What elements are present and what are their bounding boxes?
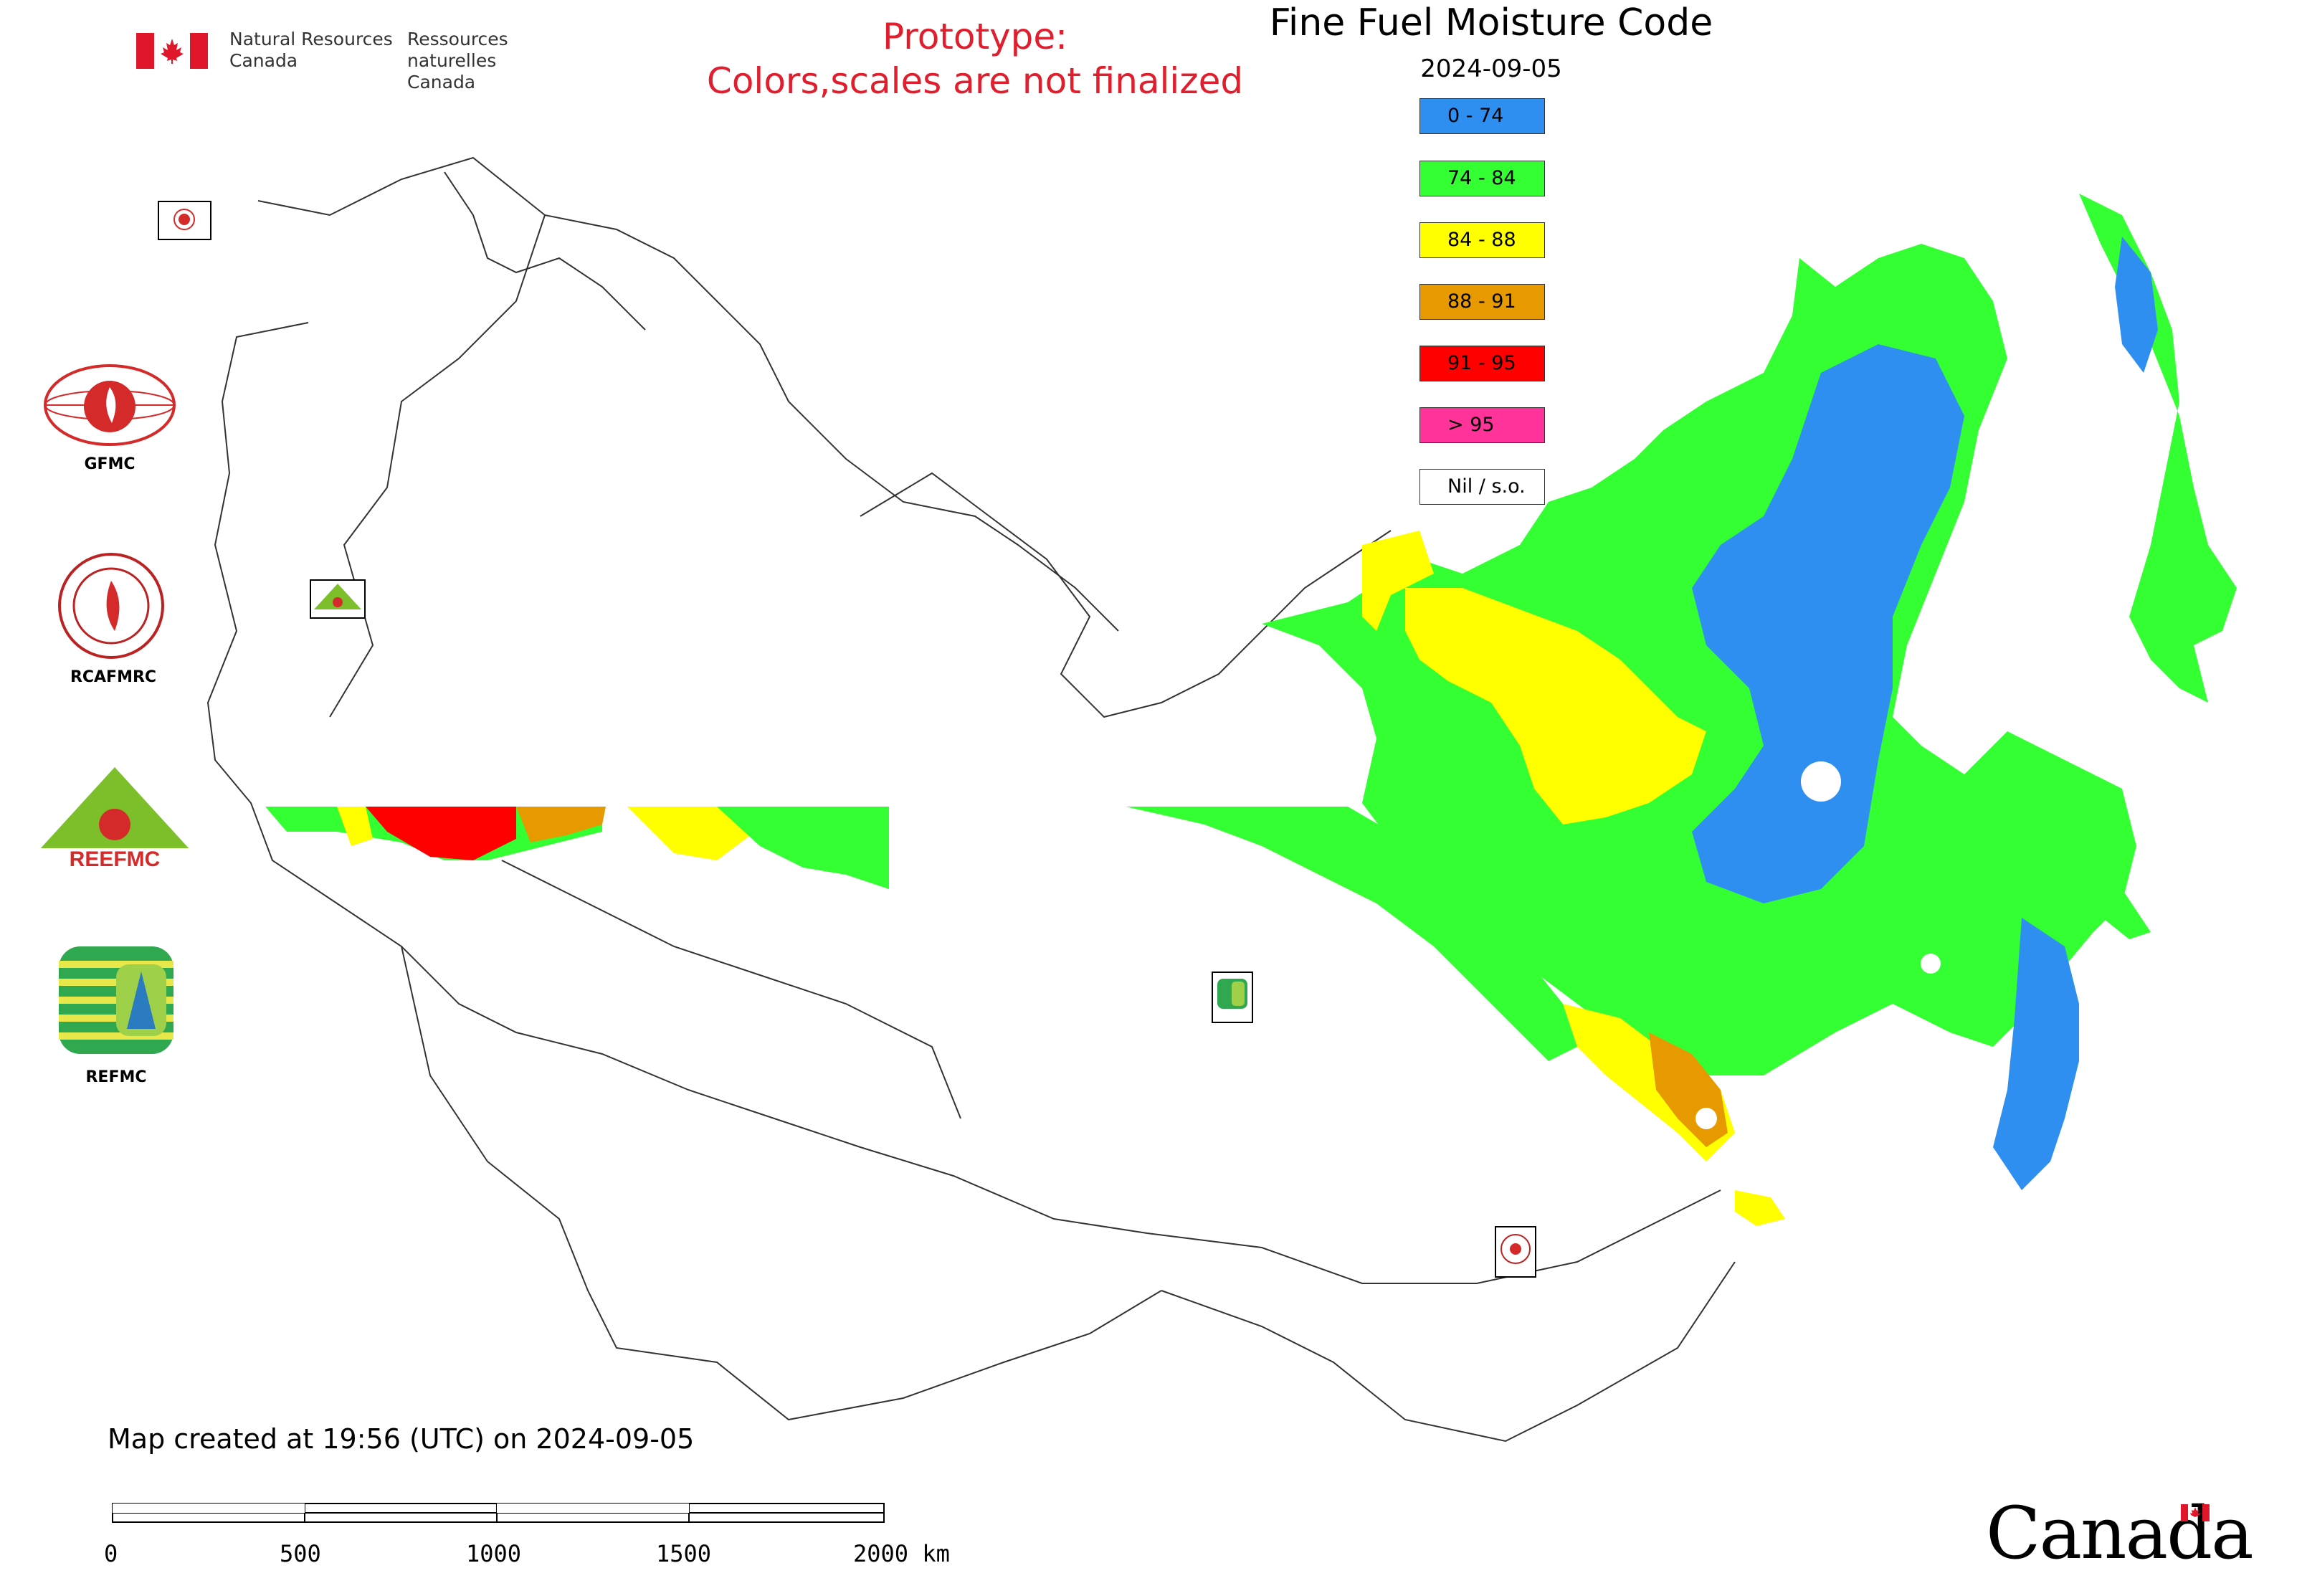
agency-name-en: Natural Resources Canada — [229, 29, 393, 71]
canada-wordmark: Canada — [1986, 1491, 2254, 1575]
agency-name-fr: Ressources naturelles Canada — [407, 29, 508, 92]
prototype-notice: Prototype: Colors,scales are not finaliz… — [706, 16, 1244, 102]
legend-item: 74 - 84 — [1419, 161, 1545, 196]
map-title: Fine Fuel Moisture Code — [1269, 1, 1713, 44]
gfmc-label: GFMC — [84, 455, 135, 473]
map-reefmc-marker — [310, 579, 366, 619]
reefmc-wordmark: REEFMC — [70, 847, 161, 871]
map-rcafmrc-marker — [1495, 1226, 1536, 1278]
map-created-note: Map created at 19:56 (UTC) on 2024-09-05 — [108, 1423, 695, 1455]
rcafmrc-label: RCAFMRC — [70, 668, 157, 686]
rcafmrc-logo — [57, 552, 165, 660]
legend-item: 0 - 74 — [1419, 98, 1545, 134]
legend-item: 88 - 91 — [1419, 284, 1545, 320]
map-date: 2024-09-05 — [1420, 54, 1562, 83]
legend-item: > 95 — [1419, 407, 1545, 443]
scale-tick: 1500 — [656, 1540, 712, 1567]
scale-tick: 2000 km — [853, 1540, 950, 1567]
gfmc-logo — [42, 362, 178, 448]
scale-tick: 0 — [104, 1540, 118, 1567]
country-borders — [206, 156, 1736, 1443]
legend-item: 91 - 95 — [1419, 346, 1545, 381]
scale-tick: 500 — [280, 1540, 321, 1567]
refmc-label: REFMC — [85, 1068, 147, 1086]
legend-item: Nil / s.o. — [1419, 469, 1545, 505]
map-gfmc-marker — [158, 201, 211, 240]
scale-bar — [112, 1503, 885, 1523]
reefmc-logo: REEFMC — [36, 764, 194, 871]
canada-flag-icon — [136, 33, 208, 69]
ffmc-data-region — [265, 194, 2237, 1226]
data-voids — [1695, 761, 2089, 1137]
scale-tick: 1000 — [466, 1540, 522, 1567]
legend-item: 84 - 88 — [1419, 222, 1545, 258]
map-refmc-marker — [1212, 972, 1253, 1023]
nrcan-signature: Natural Resources Canada Ressources natu… — [136, 29, 594, 92]
refmc-logo — [59, 946, 173, 1054]
